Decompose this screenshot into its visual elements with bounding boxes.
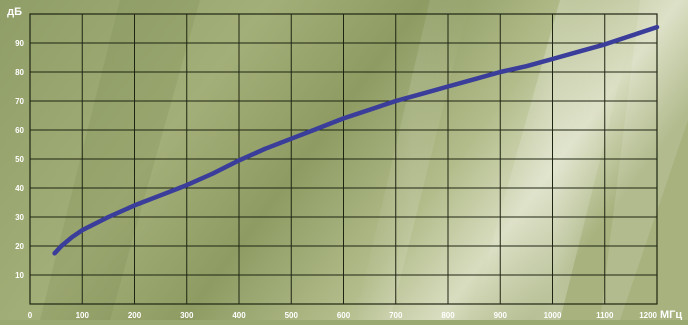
chart-grid [29, 13, 658, 305]
x-tick-label: 0 [28, 311, 33, 320]
x-tick-label: 400 [232, 311, 246, 320]
x-tick-label: 800 [441, 311, 455, 320]
x-tick-label: 700 [389, 311, 403, 320]
series-layer [52, 24, 660, 256]
x-axis-label: МГц [660, 309, 682, 320]
y-tick-label: 80 [15, 68, 24, 77]
y-tick-label: 40 [15, 184, 24, 193]
x-tick-label: 100 [76, 311, 90, 320]
y-tick-label: 90 [15, 39, 24, 48]
x-tick-label: 900 [494, 311, 508, 320]
y-axis-ticks: 10 20 30 40 50 60 70 80 90 [15, 39, 24, 280]
x-tick-label: 200 [128, 311, 142, 320]
y-tick-label: 50 [15, 155, 24, 164]
x-tick-label: 1000 [544, 311, 562, 320]
series-line [52, 24, 660, 256]
y-tick-label: 10 [15, 271, 24, 280]
y-tick-label: 70 [15, 97, 24, 106]
y-tick-label: 60 [15, 126, 24, 135]
y-tick-label: 20 [15, 242, 24, 251]
x-tick-label: 500 [285, 311, 299, 320]
y-axis-label: дБ [7, 6, 22, 18]
x-tick-label: 1200 [639, 311, 657, 320]
x-tick-label: 300 [180, 311, 194, 320]
x-axis-ticks: 0 100 200 300 400 500 600 700 800 900 1000 1100 1200 [28, 311, 658, 320]
x-tick-label: 1100 [596, 311, 614, 320]
x-tick-label: 600 [337, 311, 351, 320]
y-tick-label: 30 [15, 213, 24, 222]
